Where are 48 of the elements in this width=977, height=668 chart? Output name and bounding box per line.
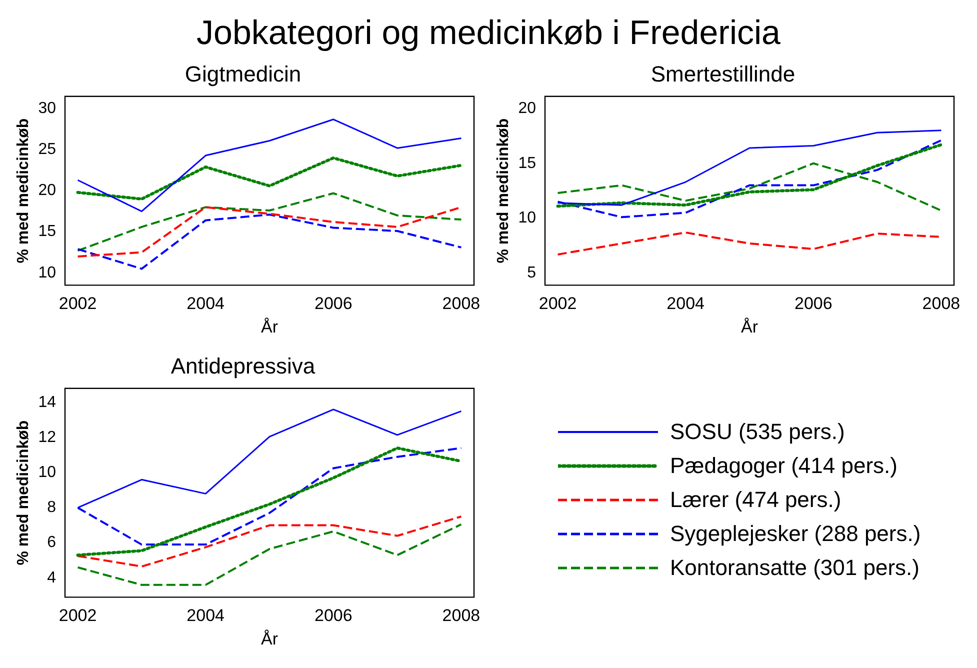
x-axis-title: År <box>261 629 278 648</box>
line-series <box>76 523 462 586</box>
line-series <box>76 192 462 252</box>
line-series <box>76 214 462 270</box>
x-tick-label: 2002 <box>58 294 97 314</box>
x-tick-label: 2002 <box>538 294 577 314</box>
line-series <box>76 515 462 568</box>
y-tick-label: 15 <box>518 154 536 172</box>
y-tick-label: 15 <box>38 223 56 240</box>
y-tick-label: 12 <box>38 428 56 446</box>
x-tick-label: 2008 <box>442 294 480 314</box>
chart-title: Jobkategori og medicinkøb i Fredericia <box>196 13 782 54</box>
legend-label: Kontoransatte (301 pers.) <box>670 555 920 581</box>
x-axis-title: År <box>741 317 758 336</box>
chart-subtitle: Gigtmedicin <box>184 61 302 86</box>
legend-label: SOSU (535 pers.) <box>670 419 845 445</box>
chart-title: Smertestillinde <box>650 61 796 86</box>
x-tick-label: 2006 <box>794 294 832 314</box>
x-axis-title: År <box>261 317 278 336</box>
line-series <box>76 156 463 201</box>
y-tick-label: 4 <box>47 569 56 586</box>
x-tick-label: 2002 <box>58 606 97 626</box>
y-tick-label: 20 <box>38 182 56 200</box>
legend-label: Lærer (474 pers.) <box>670 487 842 513</box>
y-tick-label: 10 <box>518 210 536 227</box>
x-tick-label: 2006 <box>314 606 352 626</box>
y-tick-label: 20 <box>518 100 536 117</box>
x-tick-label: 2004 <box>186 606 225 626</box>
y-tick-label: 6 <box>47 534 56 552</box>
y-tick-label: 10 <box>38 264 56 282</box>
y-axis-title: % med medicinkøb <box>495 118 512 264</box>
y-axis-title: % med medicinkøb <box>15 118 32 264</box>
y-tick-label: 10 <box>38 464 56 482</box>
y-tick-label: 14 <box>38 394 56 411</box>
chart-title: Antidepressiva <box>170 353 316 378</box>
y-tick-label: 25 <box>38 141 56 158</box>
y-axis-title: % med medicinkøb <box>15 420 32 566</box>
y-tick-label: 30 <box>38 100 56 118</box>
x-tick-label: 2008 <box>922 294 960 314</box>
x-tick-label: 2006 <box>314 294 352 314</box>
legend-label: Pædagoger (414 pers.) <box>670 453 898 479</box>
legend-label: Sygeplejesker (288 pers.) <box>670 521 921 547</box>
x-tick-label: 2008 <box>442 606 480 626</box>
y-tick-label: 5 <box>527 264 536 282</box>
line-series <box>556 143 943 208</box>
x-tick-label: 2004 <box>186 294 225 314</box>
x-tick-label: 2004 <box>666 294 705 314</box>
y-tick-label: 8 <box>47 499 56 516</box>
